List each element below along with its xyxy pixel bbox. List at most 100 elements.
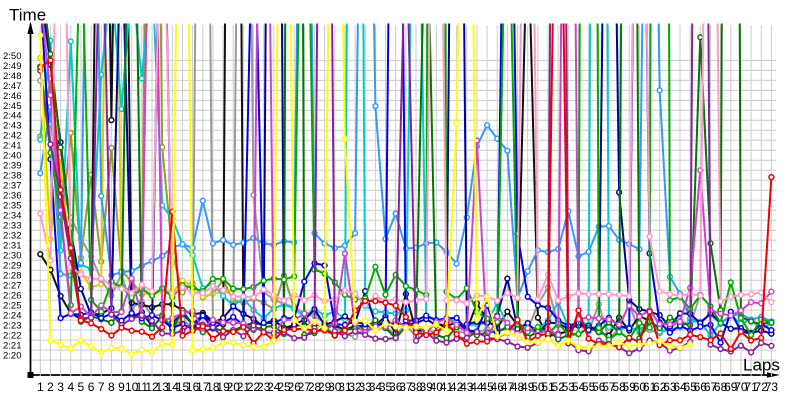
svg-text:7: 7 xyxy=(98,380,105,394)
svg-text:47: 47 xyxy=(501,380,515,394)
svg-text:9: 9 xyxy=(118,380,125,394)
svg-text:41: 41 xyxy=(440,380,454,394)
svg-text:38: 38 xyxy=(409,380,423,394)
svg-text:10: 10 xyxy=(125,380,139,394)
svg-text:2:40: 2:40 xyxy=(3,151,22,162)
svg-text:56: 56 xyxy=(592,380,606,394)
svg-text:55: 55 xyxy=(582,380,596,394)
svg-text:2:38: 2:38 xyxy=(3,171,22,182)
svg-text:40: 40 xyxy=(430,380,444,394)
svg-text:60: 60 xyxy=(633,380,647,394)
svg-text:46: 46 xyxy=(491,380,505,394)
svg-text:2:33: 2:33 xyxy=(3,221,22,232)
svg-text:2:45: 2:45 xyxy=(3,101,22,112)
svg-text:39: 39 xyxy=(420,380,434,394)
svg-text:61: 61 xyxy=(643,380,657,394)
svg-text:51: 51 xyxy=(541,380,555,394)
svg-text:15: 15 xyxy=(176,380,190,394)
svg-text:2:28: 2:28 xyxy=(3,271,22,282)
svg-text:43: 43 xyxy=(460,380,474,394)
svg-text:14: 14 xyxy=(166,380,180,394)
svg-text:34: 34 xyxy=(369,380,383,394)
svg-text:12: 12 xyxy=(145,380,159,394)
svg-text:2:32: 2:32 xyxy=(3,231,22,242)
svg-text:2:34: 2:34 xyxy=(3,211,22,222)
svg-text:54: 54 xyxy=(572,380,586,394)
svg-text:2:43: 2:43 xyxy=(3,121,22,132)
svg-text:20: 20 xyxy=(227,380,241,394)
svg-text:73: 73 xyxy=(765,380,779,394)
svg-text:63: 63 xyxy=(663,380,677,394)
svg-text:50: 50 xyxy=(531,380,545,394)
svg-text:70: 70 xyxy=(734,380,748,394)
svg-text:48: 48 xyxy=(511,380,525,394)
svg-text:58: 58 xyxy=(612,380,626,394)
svg-text:42: 42 xyxy=(450,380,464,394)
svg-text:53: 53 xyxy=(562,380,576,394)
svg-text:Time: Time xyxy=(9,6,46,25)
svg-text:8: 8 xyxy=(108,380,115,394)
svg-text:49: 49 xyxy=(521,380,535,394)
svg-text:68: 68 xyxy=(714,380,728,394)
svg-text:62: 62 xyxy=(653,380,667,394)
svg-text:24: 24 xyxy=(267,380,281,394)
svg-text:4: 4 xyxy=(67,380,74,394)
svg-text:2:30: 2:30 xyxy=(3,251,22,262)
svg-text:2:23: 2:23 xyxy=(3,321,22,332)
svg-text:69: 69 xyxy=(724,380,738,394)
svg-text:23: 23 xyxy=(257,380,271,394)
svg-text:2: 2 xyxy=(47,380,54,394)
svg-text:2:37: 2:37 xyxy=(3,181,22,192)
svg-text:2:42: 2:42 xyxy=(3,131,22,142)
svg-text:35: 35 xyxy=(379,380,393,394)
svg-text:2:21: 2:21 xyxy=(3,341,22,352)
svg-text:66: 66 xyxy=(694,380,708,394)
svg-text:2:20: 2:20 xyxy=(3,351,22,362)
svg-text:2:22: 2:22 xyxy=(3,331,22,342)
svg-text:2:25: 2:25 xyxy=(3,301,22,312)
svg-text:2:47: 2:47 xyxy=(3,81,22,92)
svg-text:33: 33 xyxy=(359,380,373,394)
svg-text:3: 3 xyxy=(57,380,64,394)
svg-text:2:35: 2:35 xyxy=(3,201,22,212)
svg-text:30: 30 xyxy=(328,380,342,394)
svg-text:32: 32 xyxy=(348,380,362,394)
svg-text:2:27: 2:27 xyxy=(3,281,22,292)
svg-text:13: 13 xyxy=(156,380,170,394)
svg-text:1: 1 xyxy=(37,380,44,394)
svg-text:Laps: Laps xyxy=(743,356,780,375)
svg-text:2:26: 2:26 xyxy=(3,291,22,302)
svg-text:21: 21 xyxy=(237,380,251,394)
svg-text:52: 52 xyxy=(552,380,566,394)
svg-text:2:29: 2:29 xyxy=(3,261,22,272)
svg-text:2:31: 2:31 xyxy=(3,241,22,252)
svg-text:28: 28 xyxy=(308,380,322,394)
svg-text:27: 27 xyxy=(298,380,312,394)
svg-text:17: 17 xyxy=(196,380,210,394)
svg-text:36: 36 xyxy=(389,380,403,394)
svg-text:31: 31 xyxy=(338,380,352,394)
svg-text:67: 67 xyxy=(704,380,718,394)
svg-text:2:24: 2:24 xyxy=(3,311,22,322)
svg-text:2:41: 2:41 xyxy=(3,141,22,152)
svg-text:45: 45 xyxy=(480,380,494,394)
svg-text:72: 72 xyxy=(755,380,769,394)
svg-text:6: 6 xyxy=(88,380,95,394)
svg-text:2:44: 2:44 xyxy=(3,111,22,122)
svg-text:37: 37 xyxy=(399,380,413,394)
svg-text:26: 26 xyxy=(288,380,302,394)
svg-text:44: 44 xyxy=(470,380,484,394)
svg-text:18: 18 xyxy=(206,380,220,394)
svg-text:64: 64 xyxy=(673,380,687,394)
svg-text:59: 59 xyxy=(623,380,637,394)
svg-text:5: 5 xyxy=(78,380,85,394)
svg-text:57: 57 xyxy=(602,380,616,394)
svg-text:22: 22 xyxy=(247,380,261,394)
svg-text:2:39: 2:39 xyxy=(3,161,22,172)
svg-text:25: 25 xyxy=(277,380,291,394)
svg-text:2:48: 2:48 xyxy=(3,71,22,82)
svg-text:71: 71 xyxy=(744,380,758,394)
svg-text:2:36: 2:36 xyxy=(3,191,22,202)
svg-text:11: 11 xyxy=(136,380,149,394)
svg-text:19: 19 xyxy=(216,380,230,394)
